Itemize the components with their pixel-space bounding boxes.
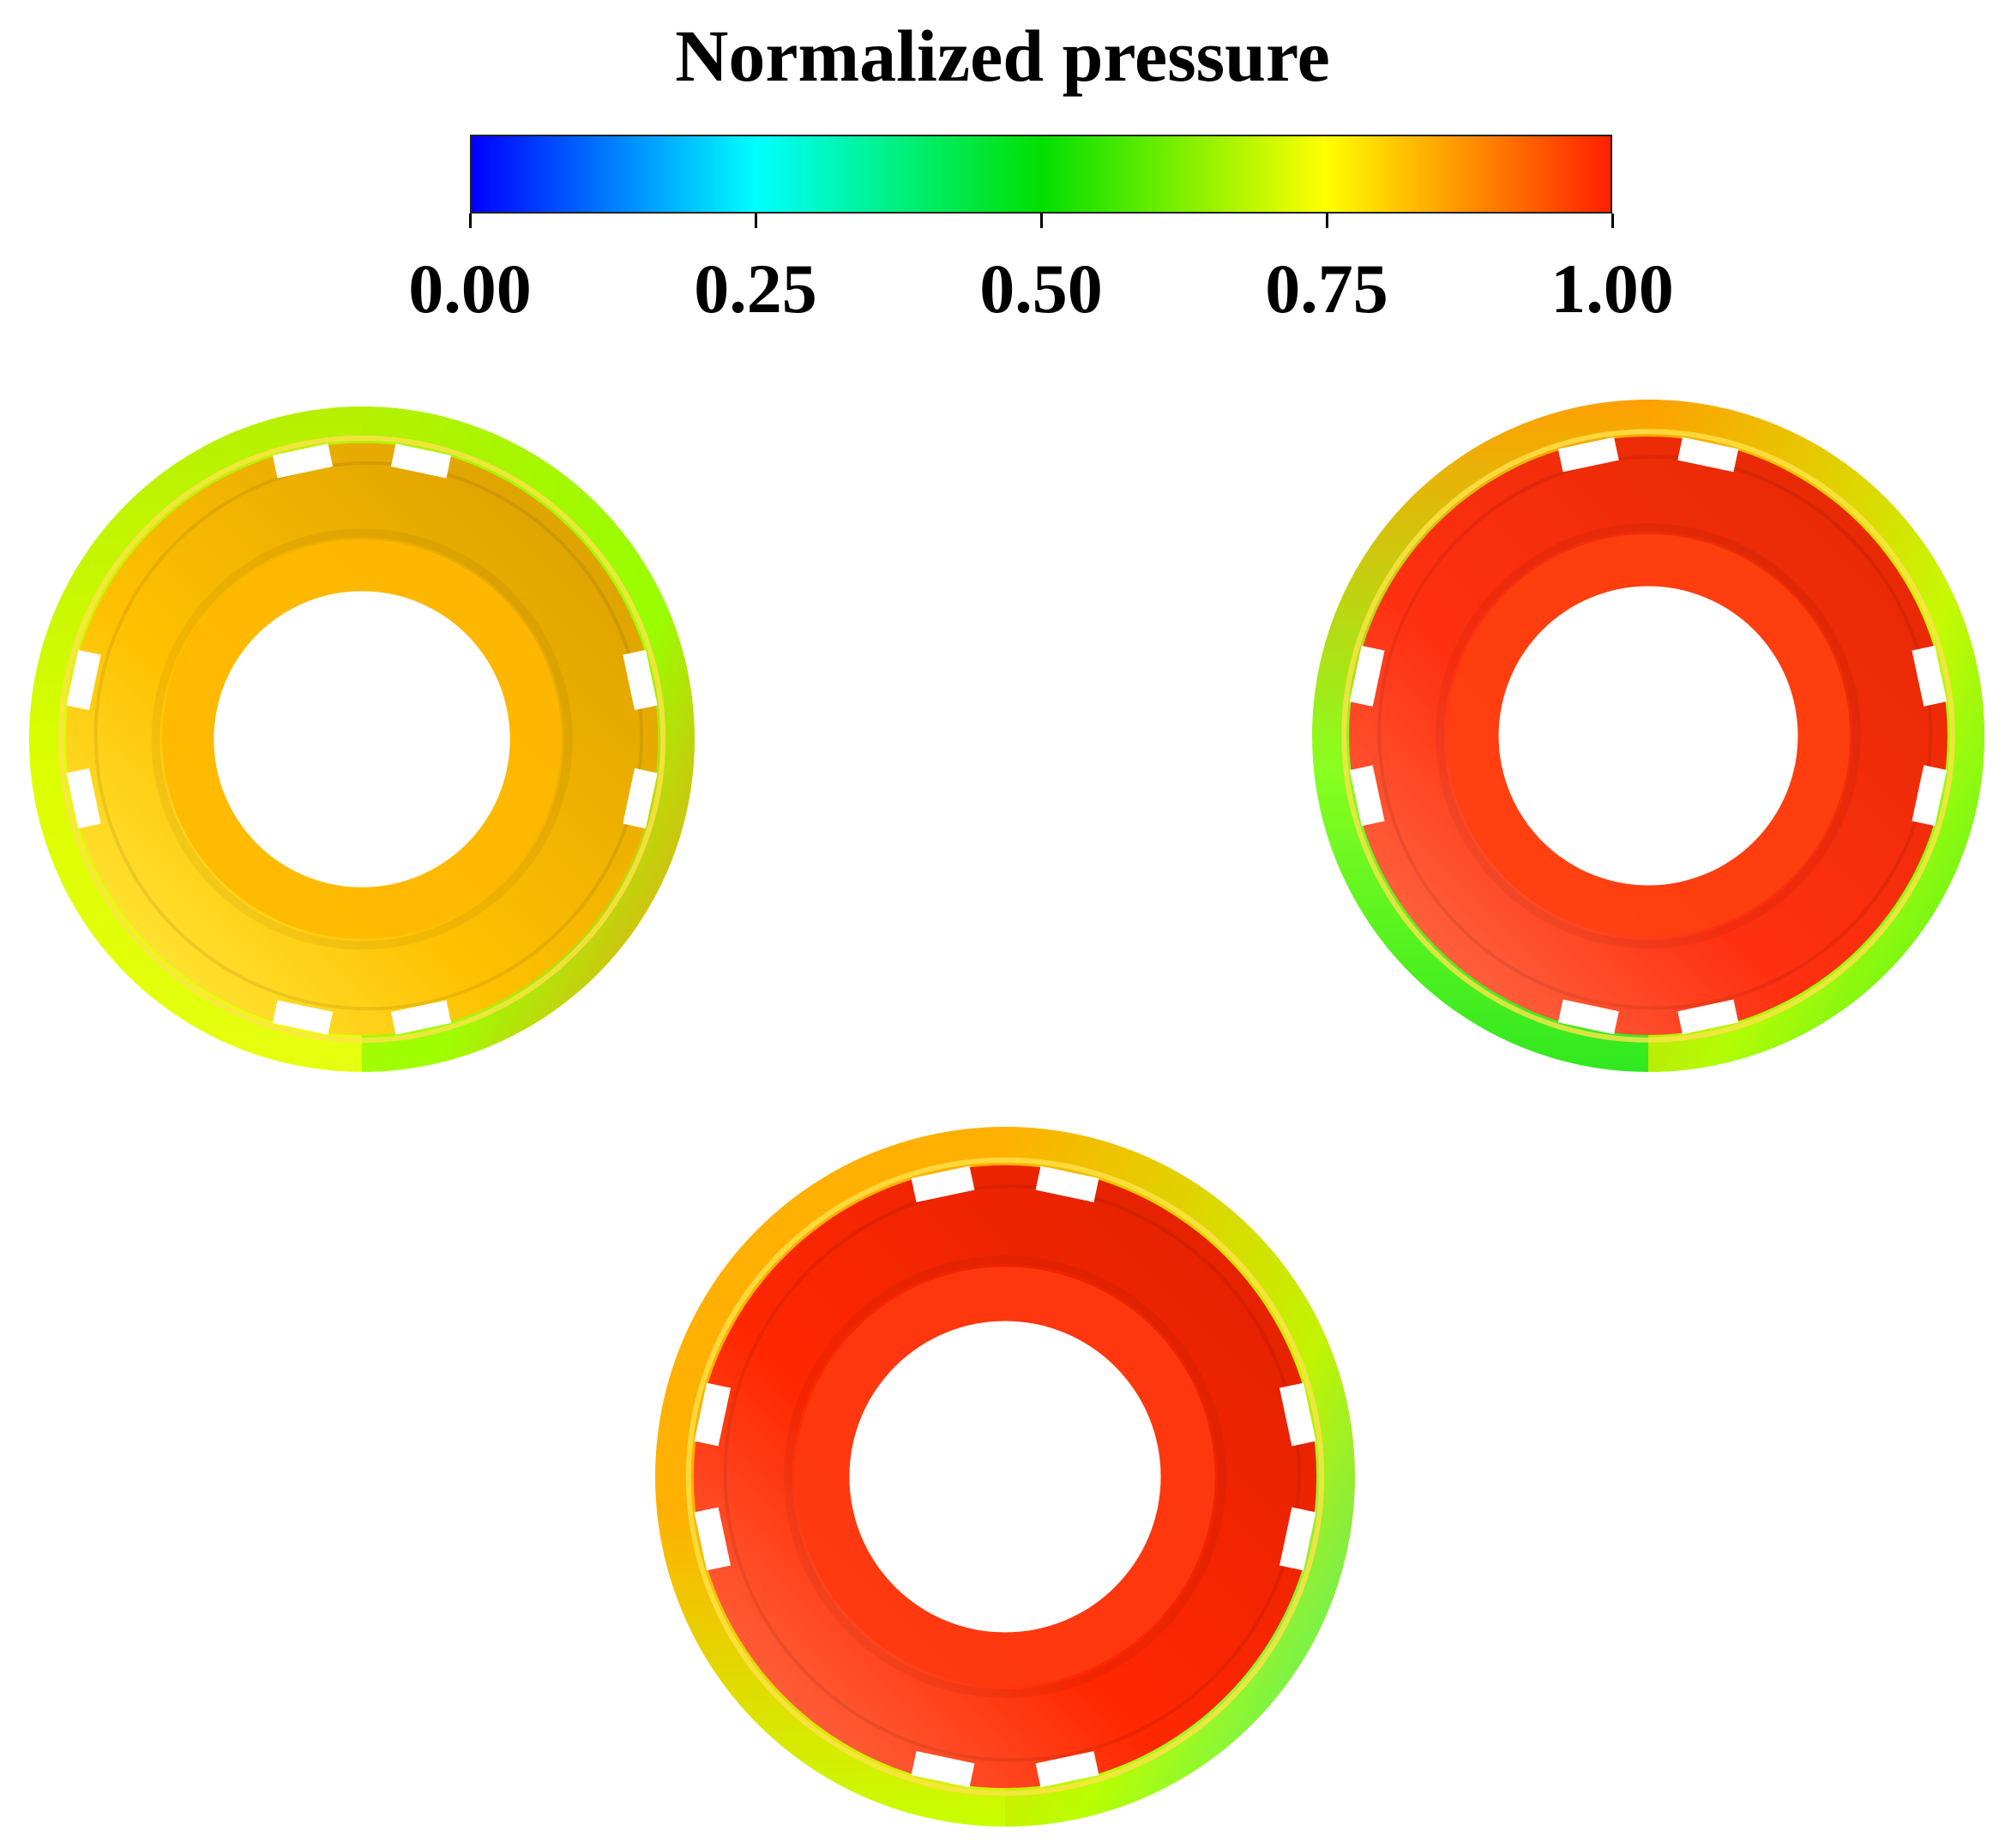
colorbar-tick-label: 1.00 — [1550, 250, 1674, 328]
center-hole — [1498, 586, 1798, 886]
rim-slot — [911, 1750, 975, 1788]
colorbar-gradient — [470, 135, 1612, 214]
disk-contour-line — [1435, 522, 1862, 949]
colorbar-tick — [469, 214, 472, 228]
rim-slot — [390, 443, 452, 479]
rim-slot — [1557, 436, 1619, 473]
rim-slot — [1279, 1507, 1316, 1571]
colorbar-tick — [1326, 214, 1328, 228]
rim-slot — [911, 1165, 975, 1203]
disk-contour-line — [93, 460, 643, 1011]
colorbar-tick — [1040, 214, 1043, 228]
center-hole — [214, 591, 510, 888]
rim-slot — [1035, 1750, 1099, 1788]
colorbar-tick — [755, 214, 757, 228]
disk-contour-line — [151, 528, 573, 950]
band-edge-ring — [1341, 429, 1955, 1043]
band-edge-ring — [685, 1157, 1325, 1797]
rim-slot — [1557, 999, 1619, 1035]
rim-slot — [623, 767, 658, 829]
rim-slot — [66, 767, 101, 829]
rim-slot — [694, 1382, 732, 1447]
center-hole — [849, 1321, 1161, 1633]
contour-plot-top-right — [1312, 400, 1984, 1072]
rim-slot — [694, 1507, 732, 1571]
rim-slot — [1349, 765, 1385, 827]
colorbar-tick-label: 0.00 — [408, 250, 532, 328]
rim-slot — [1912, 645, 1948, 707]
rim-slot — [66, 649, 101, 711]
rim-slot — [1349, 645, 1385, 707]
colorbar-tick-label: 0.25 — [694, 250, 817, 328]
band-edge-ring — [57, 435, 666, 1044]
contour-plot-top-left — [29, 406, 695, 1072]
rim-slot — [272, 443, 334, 479]
rim-slot — [272, 1000, 334, 1035]
colorbar-tick — [1611, 214, 1614, 228]
contour-plot-bottom — [655, 1127, 1355, 1827]
rim-slot — [390, 1000, 452, 1035]
colorbar-tick-label: 0.75 — [1265, 250, 1388, 328]
rim-slot — [1035, 1165, 1099, 1203]
disk-contour-line — [723, 1184, 1301, 1762]
rim-slot — [623, 649, 658, 711]
colorbar-tick-label: 0.50 — [979, 250, 1103, 328]
colorbar-title: Normalized pressure — [675, 15, 1330, 97]
rim-slot — [1677, 436, 1739, 473]
rim-slot — [1677, 999, 1739, 1035]
disk-contour-line — [1377, 454, 1933, 1010]
disk-contour-line — [784, 1255, 1226, 1698]
rim-slot — [1279, 1382, 1316, 1447]
rim-slot — [1912, 765, 1948, 827]
